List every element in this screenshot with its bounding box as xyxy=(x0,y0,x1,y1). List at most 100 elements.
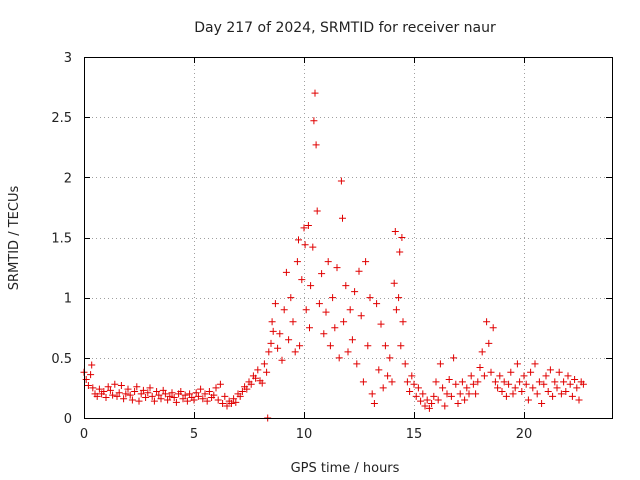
data-point xyxy=(428,400,436,408)
x-tick-label: 10 xyxy=(296,427,313,442)
data-point xyxy=(267,339,275,347)
data-point xyxy=(159,386,167,394)
data-point xyxy=(379,384,387,392)
data-point xyxy=(342,282,350,290)
data-point xyxy=(124,385,132,393)
data-point xyxy=(111,380,119,388)
data-point xyxy=(408,372,416,380)
data-point xyxy=(564,372,572,380)
data-point xyxy=(117,382,125,390)
data-point xyxy=(381,342,389,350)
data-point xyxy=(430,392,438,400)
x-tick-label: 0 xyxy=(80,427,88,442)
data-point xyxy=(436,360,444,368)
data-point xyxy=(232,398,240,406)
data-point xyxy=(450,354,458,362)
data-point xyxy=(489,324,497,332)
data-point xyxy=(368,390,376,398)
data-point xyxy=(401,360,409,368)
data-point xyxy=(573,384,581,392)
data-point xyxy=(268,318,276,326)
data-point xyxy=(337,177,345,185)
data-point xyxy=(157,395,165,403)
data-point xyxy=(357,312,365,320)
data-point xyxy=(183,397,191,405)
data-point xyxy=(89,384,97,392)
data-point xyxy=(396,248,404,256)
data-point xyxy=(115,389,123,397)
data-point xyxy=(373,300,381,308)
y-tick-label: 1.5 xyxy=(51,232,72,247)
data-point xyxy=(122,390,130,398)
data-point xyxy=(146,384,154,392)
data-point xyxy=(527,368,535,376)
data-point xyxy=(412,392,420,400)
data-point xyxy=(568,392,576,400)
data-point xyxy=(271,300,279,308)
data-point xyxy=(502,392,510,400)
data-point xyxy=(318,270,326,278)
data-point xyxy=(410,380,418,388)
data-point xyxy=(551,378,559,386)
data-point xyxy=(445,375,453,383)
data-point xyxy=(170,394,178,402)
data-point xyxy=(421,402,429,410)
data-point xyxy=(398,234,406,241)
data-point xyxy=(177,388,185,396)
data-point xyxy=(302,306,310,314)
data-point xyxy=(201,390,209,398)
data-point xyxy=(511,384,519,392)
data-point xyxy=(520,372,528,380)
x-axis-label: GPS time / hours xyxy=(291,461,400,476)
data-point xyxy=(230,395,238,403)
data-point xyxy=(333,264,341,272)
y-tick-label: 2 xyxy=(64,171,72,186)
data-point xyxy=(142,394,150,402)
data-point xyxy=(509,390,517,398)
data-point xyxy=(190,396,198,404)
data-point xyxy=(406,388,414,396)
data-point xyxy=(313,207,321,215)
data-point xyxy=(203,397,211,405)
data-point xyxy=(331,324,339,332)
data-point xyxy=(469,380,477,388)
data-point xyxy=(287,294,295,302)
data-point xyxy=(150,397,158,405)
data-point xyxy=(131,388,139,396)
data-point xyxy=(84,382,92,390)
data-point xyxy=(498,388,506,396)
data-point xyxy=(346,306,354,314)
data-point xyxy=(480,372,488,380)
data-point xyxy=(252,374,260,382)
data-point xyxy=(478,348,486,356)
data-point xyxy=(293,258,301,266)
data-point xyxy=(214,396,222,404)
data-point xyxy=(104,383,112,391)
data-point xyxy=(414,384,422,392)
data-point xyxy=(399,318,407,326)
data-point xyxy=(483,318,491,326)
data-point xyxy=(395,294,403,302)
data-point xyxy=(100,388,108,396)
data-point xyxy=(452,380,460,388)
data-point xyxy=(216,380,224,388)
data-point xyxy=(298,276,306,284)
data-point xyxy=(221,392,229,400)
data-point xyxy=(265,348,273,356)
data-point xyxy=(432,378,440,386)
y-tick-label: 2.5 xyxy=(51,111,72,126)
data-point xyxy=(487,368,495,376)
data-point xyxy=(263,368,271,376)
data-point xyxy=(324,258,332,266)
data-point xyxy=(476,363,484,371)
data-point xyxy=(227,400,235,408)
data-point xyxy=(236,392,244,400)
data-point xyxy=(164,396,172,404)
data-point xyxy=(269,327,277,335)
y-tick-labels: 0 0.5 1 1.5 2 2.5 3 xyxy=(51,51,72,427)
data-point xyxy=(93,392,101,400)
data-point xyxy=(309,243,317,251)
data-point xyxy=(465,390,473,398)
data-point xyxy=(544,388,552,396)
